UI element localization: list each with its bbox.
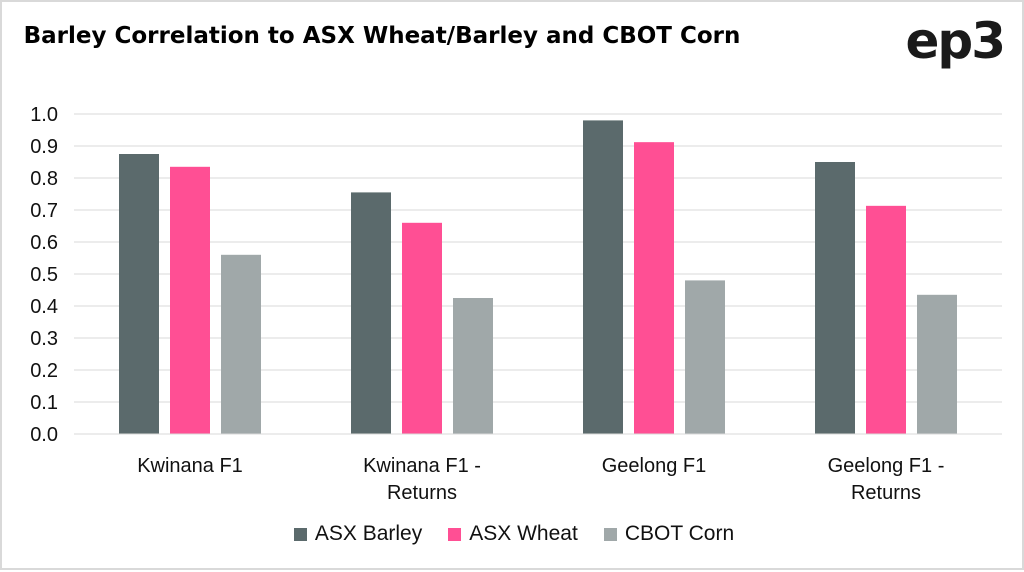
legend-label: ASX Barley xyxy=(314,522,423,545)
bar-cbot-corn xyxy=(917,294,957,434)
legend-item: ASX Wheat xyxy=(448,522,578,546)
bar-asx-barley xyxy=(119,154,159,434)
category-label: Kwinana F1 -Returns xyxy=(363,455,481,504)
legend-swatch xyxy=(603,527,617,541)
y-tick-label: 1.0 xyxy=(30,104,58,126)
y-tick-label: 0.8 xyxy=(30,168,58,190)
bar-cbot-corn xyxy=(453,298,493,434)
y-tick-label: 0.0 xyxy=(30,424,58,446)
chart-title: Barley Correlation to ASX Wheat/Barley a… xyxy=(23,23,741,49)
y-tick-label: 0.6 xyxy=(30,232,58,254)
bar-asx-barley xyxy=(583,120,623,435)
y-tick-label: 0.4 xyxy=(30,296,58,318)
ep3-logo: ep3 xyxy=(905,12,1006,70)
y-tick-label: 0.3 xyxy=(30,328,58,350)
bar-asx-barley xyxy=(815,162,855,434)
category-label: Geelong F1 xyxy=(602,455,707,477)
bar-asx-wheat xyxy=(170,166,210,435)
y-tick-label: 0.5 xyxy=(30,264,58,286)
category-label: Kwinana F1 xyxy=(137,455,243,477)
legend-item: CBOT Corn xyxy=(603,522,735,546)
legend-swatch xyxy=(293,527,307,541)
bar-cbot-corn xyxy=(685,280,725,434)
legend-label: ASX Wheat xyxy=(469,522,578,545)
chart-legend: ASX Barley ASX Wheat CBOT Corn xyxy=(2,522,1024,546)
bar-asx-wheat xyxy=(634,142,674,434)
legend-swatch xyxy=(448,527,462,541)
bar-asx-wheat xyxy=(402,222,442,434)
y-tick-label: 0.2 xyxy=(30,360,58,382)
bar-cbot-corn xyxy=(221,254,261,434)
category-label: Geelong F1 -Returns xyxy=(828,455,945,504)
bar-asx-barley xyxy=(351,192,391,434)
legend-label: CBOT Corn xyxy=(624,522,735,545)
y-tick-label: 0.9 xyxy=(30,136,58,158)
y-tick-label: 0.1 xyxy=(30,392,58,414)
legend-item: ASX Barley xyxy=(293,522,423,546)
y-tick-label: 0.7 xyxy=(30,200,58,222)
bar-asx-wheat xyxy=(866,205,906,434)
